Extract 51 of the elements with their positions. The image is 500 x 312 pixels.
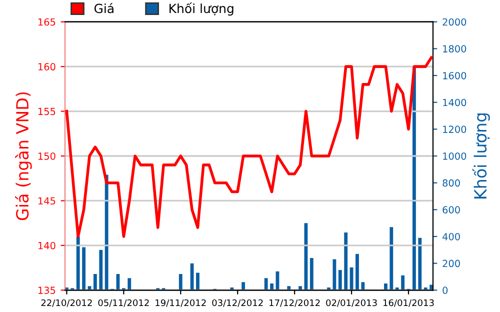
y2-tick-label: 1400 [443,98,466,106]
y-tick-label: 160 [38,63,56,70]
bar [332,259,336,290]
x-tick-label: 17/12/2012 [270,299,320,307]
y2-axis-title: Khối lượng [472,113,490,198]
x-tick-label: 02/01/2013 [326,299,377,307]
bar [418,238,422,290]
bar [412,67,416,290]
y2-tick-label: 1200 [443,126,466,133]
bar [104,174,108,290]
y-tick-label: 145 [38,197,56,205]
legend-label: Khối lượng [170,2,234,16]
bar [390,227,394,290]
x-tick-label: 19/11/2012 [156,299,206,307]
bar [401,275,405,290]
bar [93,274,97,290]
bar [310,258,314,290]
bar [384,283,388,290]
y2-tick-label: 400 [442,232,460,240]
legend-label: Giá [94,2,114,14]
y2-tick-label: 2000 [442,18,466,26]
y-axis-title: Giá (ngàn VND) [15,92,32,220]
y-tick-label: 155 [38,108,56,116]
y2-tick-label: 600 [442,206,460,214]
y-tick-label: 165 [38,18,56,26]
bar [82,247,86,290]
bar [178,274,182,290]
x-tick-label: 16/01/2013 [383,299,434,307]
y-tick-label: 140 [38,242,56,250]
y2-tick-label: 0 [442,286,448,294]
x-tick-label: 22/10/2012 [41,299,92,307]
y2-tick-label: 200 [442,260,460,268]
x-tick-label: 05/11/2012 [98,299,149,307]
bar [264,278,268,290]
y-tick-label: 150 [38,152,56,160]
y-tick-label: 135 [38,286,56,294]
bar [128,278,132,290]
bar [242,282,246,290]
bar [361,282,365,290]
bar [338,270,342,290]
y2-tick-label: 1800 [443,45,466,53]
bar [196,272,200,290]
bar [76,236,80,290]
x-tick-label: 03/12/2012 [212,299,263,307]
bar [356,254,359,290]
bar [99,250,103,290]
y2-tick-label: 1000 [443,152,466,160]
y2-tick-label: 800 [442,179,460,187]
y2-tick-label: 1600 [443,72,466,80]
bar [344,232,348,290]
bar [270,283,274,290]
